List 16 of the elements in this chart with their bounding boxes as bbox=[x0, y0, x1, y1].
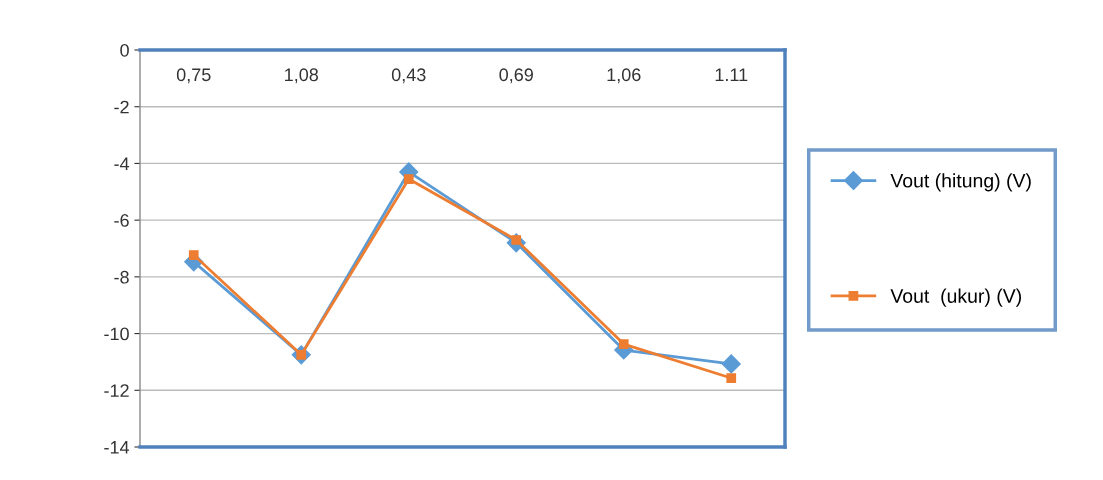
legend-label: Vout (ukur) (V) bbox=[890, 288, 1021, 307]
y-tick-label: -12 bbox=[104, 384, 129, 397]
x-tick-label: 0,69 bbox=[499, 68, 533, 84]
y-tick-label: -8 bbox=[114, 270, 129, 284]
x-tick-label: 1,06 bbox=[607, 68, 641, 84]
x-tick-label: 0,43 bbox=[391, 68, 426, 84]
y-tick-label: -4 bbox=[114, 157, 130, 170]
y-tick-label: -14 bbox=[104, 441, 130, 454]
x-tick-label: 1.11 bbox=[715, 68, 748, 81]
x-tick-label: 0,75 bbox=[176, 68, 211, 84]
x-tick-label: 1,08 bbox=[285, 68, 319, 84]
legend-label: Vout (hitung) (V) bbox=[890, 173, 1031, 192]
y-tick-label: -10 bbox=[104, 327, 129, 341]
y-tick-label: -6 bbox=[114, 214, 129, 227]
y-tick-label: -2 bbox=[114, 100, 129, 114]
y-tick-label: 0 bbox=[120, 43, 129, 57]
